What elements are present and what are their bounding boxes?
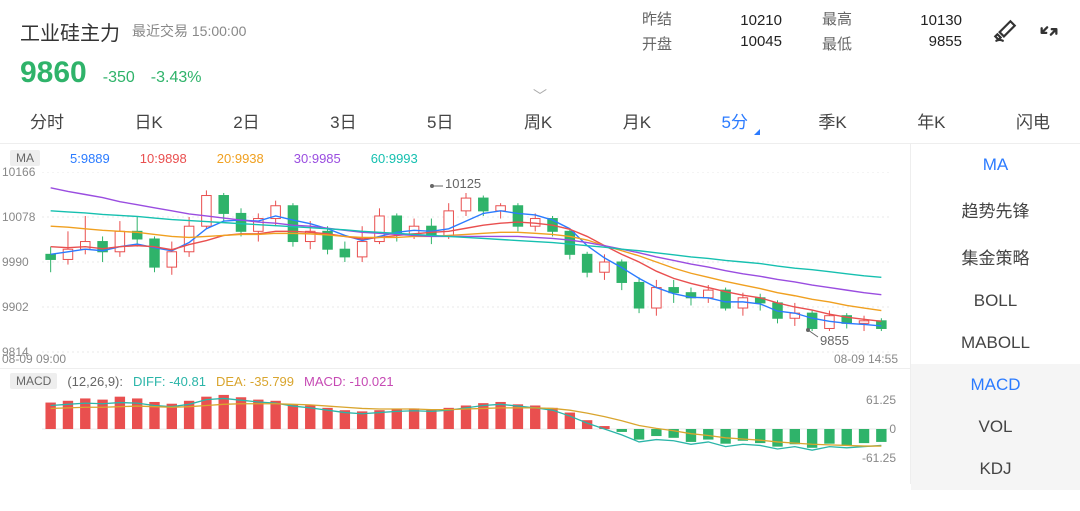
side-item-6[interactable]: VOL bbox=[911, 406, 1080, 448]
tab-4[interactable]: 5日 bbox=[425, 104, 455, 137]
shrink-icon[interactable] bbox=[1038, 20, 1060, 42]
macd-tag: MACD bbox=[10, 373, 57, 389]
high-value: 10130 bbox=[892, 12, 962, 29]
tab-5[interactable]: 周K bbox=[522, 104, 554, 137]
tab-0[interactable]: 分时 bbox=[28, 104, 66, 137]
y-tick: 10166 bbox=[2, 165, 35, 179]
quote-block: 昨结 开盘 10210 10045 最高 最低 10130 9855 bbox=[642, 8, 962, 54]
tab-6[interactable]: 月K bbox=[621, 104, 653, 137]
macd-ytick: 61.25 bbox=[866, 393, 896, 407]
open-label: 开盘 bbox=[642, 33, 672, 54]
macd-ytick: 0 bbox=[889, 422, 896, 436]
price-pct: -3.43% bbox=[151, 69, 202, 87]
prev-close-value: 10210 bbox=[712, 12, 782, 29]
side-item-1[interactable]: 趋势先锋 bbox=[911, 186, 1080, 233]
ma-legend-item: 5:9889 bbox=[70, 151, 110, 166]
indicator-sidebar: MA趋势先锋集金策略BOLLMABOLLMACDVOLKDJ bbox=[910, 144, 1080, 484]
open-value: 10045 bbox=[712, 33, 782, 50]
side-item-3[interactable]: BOLL bbox=[911, 280, 1080, 322]
y-tick: 10078 bbox=[2, 210, 35, 224]
macd-legend: MACD (12,26,9): DIFF: -40.81DEA: -35.799… bbox=[0, 368, 910, 393]
low-value: 9855 bbox=[892, 33, 962, 50]
ma-legend-item: 30:9985 bbox=[294, 151, 341, 166]
low-label: 最低 bbox=[822, 33, 852, 54]
tab-9[interactable]: 年K bbox=[915, 104, 947, 137]
last-price: 9860 bbox=[20, 56, 87, 90]
side-item-5[interactable]: MACD bbox=[911, 364, 1080, 406]
high-label: 最高 bbox=[822, 8, 852, 29]
ma-legend: MA 5:9889 10:9898 20:9938 30:9985 60:9993 bbox=[0, 144, 910, 172]
timeframe-tabs: 分时 日K 2日 3日 5日 周K 月K 5分 季K 年K 闪电 bbox=[0, 98, 1080, 144]
tab-2[interactable]: 2日 bbox=[231, 104, 261, 137]
last-trade: 最近交易 15:00:00 bbox=[132, 21, 246, 41]
macd-ytick: -61.25 bbox=[862, 451, 896, 465]
instrument-title: 工业硅主力 bbox=[20, 17, 120, 46]
ma-legend-item: 10:9898 bbox=[140, 151, 187, 166]
y-tick: 9990 bbox=[2, 255, 29, 269]
side-item-0[interactable]: MA bbox=[911, 144, 1080, 186]
ma-legend-item: 60:9993 bbox=[371, 151, 418, 166]
tab-10[interactable]: 闪电 bbox=[1014, 104, 1052, 137]
chart-area[interactable]: MA 5:988910:989820:993830:998560:9993 98… bbox=[0, 144, 910, 484]
edit-icon[interactable] bbox=[992, 18, 1018, 44]
y-tick: 9902 bbox=[2, 300, 29, 314]
header: 工业硅主力 最近交易 15:00:00 昨结 开盘 10210 10045 最高… bbox=[0, 0, 1080, 56]
side-item-7[interactable]: KDJ bbox=[911, 448, 1080, 490]
side-item-4[interactable]: MABOLL bbox=[911, 322, 1080, 364]
tab-1[interactable]: 日K bbox=[132, 104, 164, 137]
ma-legend-item: 20:9938 bbox=[217, 151, 264, 166]
tab-3[interactable]: 3日 bbox=[328, 104, 358, 137]
chevron-down-icon[interactable]: ﹀ bbox=[533, 86, 547, 106]
ma-tag: MA bbox=[10, 150, 40, 166]
tab-8[interactable]: 季K bbox=[816, 104, 848, 137]
prev-close-label: 昨结 bbox=[642, 8, 672, 29]
price-change: -350 bbox=[103, 69, 135, 87]
side-item-2[interactable]: 集金策略 bbox=[911, 233, 1080, 280]
tab-7[interactable]: 5分 bbox=[720, 104, 750, 137]
